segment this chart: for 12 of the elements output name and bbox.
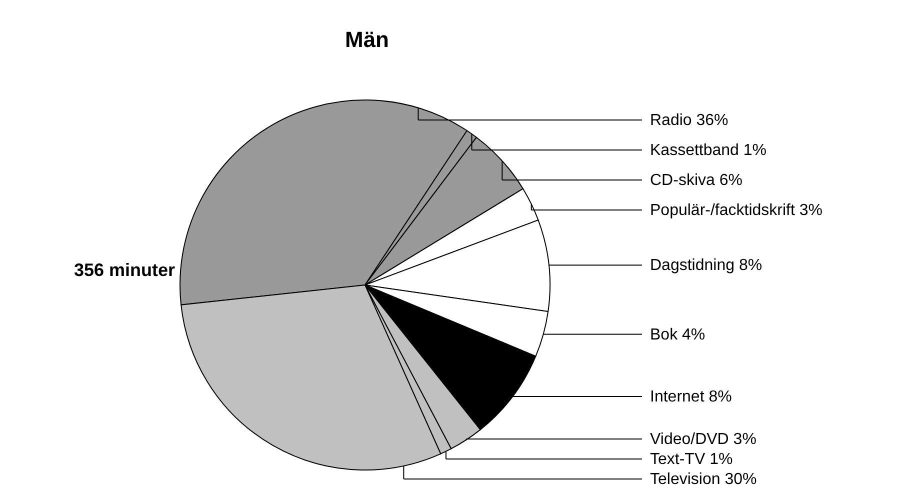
slice-label: Video/DVD 3% [650,431,756,448]
slice-label: Text-TV 1% [650,451,733,468]
text: 356 minuter [74,260,175,280]
slice-label: Radio 36% [650,112,728,129]
slice-label: Populär-/facktidskrift 3% [650,202,823,219]
slice-label: Kassettband 1% [650,142,767,159]
slice-label: Television 30% [650,471,757,488]
slice-label: Internet 8% [650,388,732,406]
chart-title: Män [345,27,389,52]
slice-label: Bok 4% [650,326,706,344]
slice-label: Dagstidning 8% [650,257,762,274]
slice-label: CD-skiva 6% [650,172,742,189]
